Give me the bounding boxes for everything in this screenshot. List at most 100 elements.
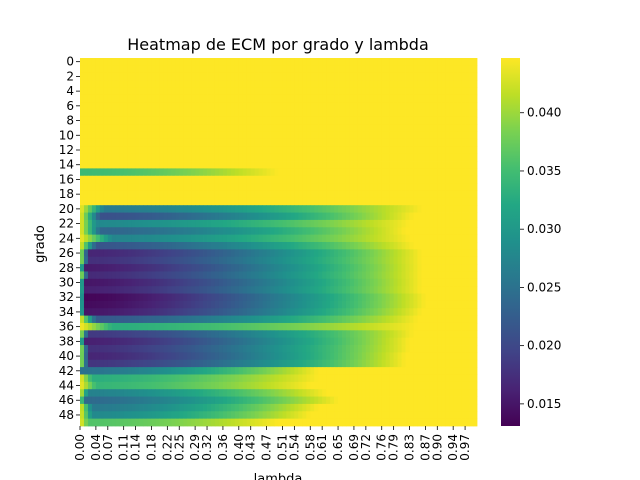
- heatmap-cell: [183, 286, 188, 294]
- heatmap-cell: [405, 418, 410, 427]
- heatmap-cell: [413, 374, 418, 383]
- heatmap-cell: [266, 322, 271, 331]
- heatmap-cell: [274, 352, 279, 361]
- heatmap-cell: [151, 219, 156, 228]
- heatmap-cell: [238, 58, 244, 66]
- heatmap-cell: [349, 330, 355, 339]
- heatmap-cell: [83, 138, 89, 147]
- heatmap-cell: [449, 65, 454, 74]
- heatmap-cell: [123, 197, 129, 206]
- heatmap-cell: [345, 227, 351, 236]
- heatmap-cell: [258, 80, 264, 88]
- heatmap-cell: [413, 197, 418, 206]
- heatmap-cell: [473, 271, 478, 280]
- heatmap-cell: [163, 87, 168, 96]
- heatmap-cell: [290, 131, 295, 140]
- heatmap-cell: [369, 359, 375, 368]
- heatmap-cell: [385, 197, 391, 206]
- heatmap-cell: [413, 175, 418, 184]
- heatmap-cell: [187, 58, 192, 66]
- heatmap-cell: [218, 308, 224, 316]
- heatmap-cell: [226, 197, 232, 206]
- heatmap-cell: [163, 205, 168, 213]
- heatmap-cell: [270, 87, 275, 96]
- heatmap-cell: [83, 359, 89, 368]
- heatmap-cell: [417, 87, 422, 96]
- heatmap-cell: [211, 286, 216, 294]
- heatmap-cell: [286, 87, 291, 96]
- heatmap-cell: [445, 256, 450, 265]
- heatmap-cell: [258, 330, 264, 339]
- heatmap-cell: [222, 116, 228, 125]
- heatmap-cell: [127, 183, 133, 191]
- heatmap-cell: [417, 72, 422, 81]
- heatmap-cell: [457, 80, 462, 88]
- heatmap-cell: [286, 374, 291, 383]
- heatmap-cell: [445, 227, 450, 236]
- heatmap-cell: [230, 286, 236, 294]
- heatmap-cell: [266, 389, 271, 397]
- heatmap-cell: [87, 146, 93, 155]
- heatmap-cell: [338, 411, 343, 420]
- heatmap-cell: [306, 278, 311, 287]
- heatmap-cell: [115, 278, 121, 287]
- heatmap-cell: [413, 227, 418, 236]
- heatmap-cell: [115, 330, 121, 339]
- heatmap-cell: [214, 153, 220, 162]
- heatmap-cell: [234, 80, 240, 88]
- heatmap-cell: [214, 300, 220, 309]
- heatmap-cell: [211, 205, 216, 213]
- heatmap-cell: [123, 381, 129, 390]
- heatmap-cell: [167, 65, 172, 74]
- heatmap-cell: [310, 256, 315, 265]
- heatmap-cell: [349, 315, 355, 324]
- heatmap-cell: [242, 300, 248, 309]
- heatmap-cell: [445, 359, 450, 368]
- heatmap-cell: [334, 389, 339, 397]
- heatmap-cell: [199, 286, 204, 294]
- heatmap-cell: [187, 183, 192, 191]
- heatmap-cell: [99, 197, 105, 206]
- heatmap-cell: [469, 80, 474, 88]
- heatmap-cell: [357, 330, 363, 339]
- heatmap-cell: [330, 367, 335, 375]
- heatmap-cell: [214, 109, 220, 118]
- heatmap-cell: [449, 175, 454, 184]
- heatmap-cell: [123, 205, 129, 213]
- heatmap-cell: [270, 234, 275, 243]
- heatmap-cell: [338, 293, 343, 302]
- heatmap-cell: [318, 131, 323, 140]
- heatmap-cell: [80, 271, 85, 280]
- heatmap-cell: [203, 205, 208, 213]
- heatmap-cell: [457, 256, 462, 265]
- heatmap-cell: [131, 337, 136, 346]
- heatmap-cell: [282, 264, 287, 272]
- heatmap-cell: [119, 124, 125, 132]
- heatmap-cell: [449, 183, 454, 191]
- heatmap-cell: [353, 271, 359, 280]
- heatmap-cell: [211, 161, 216, 169]
- heatmap-cell: [417, 308, 422, 316]
- heatmap-cell: [429, 418, 434, 427]
- heatmap-cell: [365, 205, 371, 213]
- heatmap-cell: [179, 212, 184, 221]
- heatmap-cell: [449, 300, 454, 309]
- heatmap-cell: [91, 300, 97, 309]
- heatmap-cell: [159, 65, 164, 74]
- heatmap-cell: [218, 131, 224, 140]
- heatmap-cell: [87, 411, 93, 420]
- heatmap-cell: [389, 418, 395, 427]
- heatmap-cell: [322, 271, 327, 280]
- heatmap-cell: [393, 234, 398, 243]
- heatmap-cell: [298, 175, 303, 184]
- heatmap-cell: [377, 183, 383, 191]
- heatmap-cell: [238, 138, 244, 147]
- heatmap-cell: [230, 168, 236, 177]
- heatmap-cell: [294, 65, 299, 74]
- heatmap-cell: [353, 389, 359, 397]
- heatmap-cell: [80, 330, 85, 339]
- heatmap-cell: [429, 161, 434, 169]
- heatmap-cell: [326, 315, 331, 324]
- heatmap-cell: [326, 286, 331, 294]
- heatmap-cell: [123, 286, 129, 294]
